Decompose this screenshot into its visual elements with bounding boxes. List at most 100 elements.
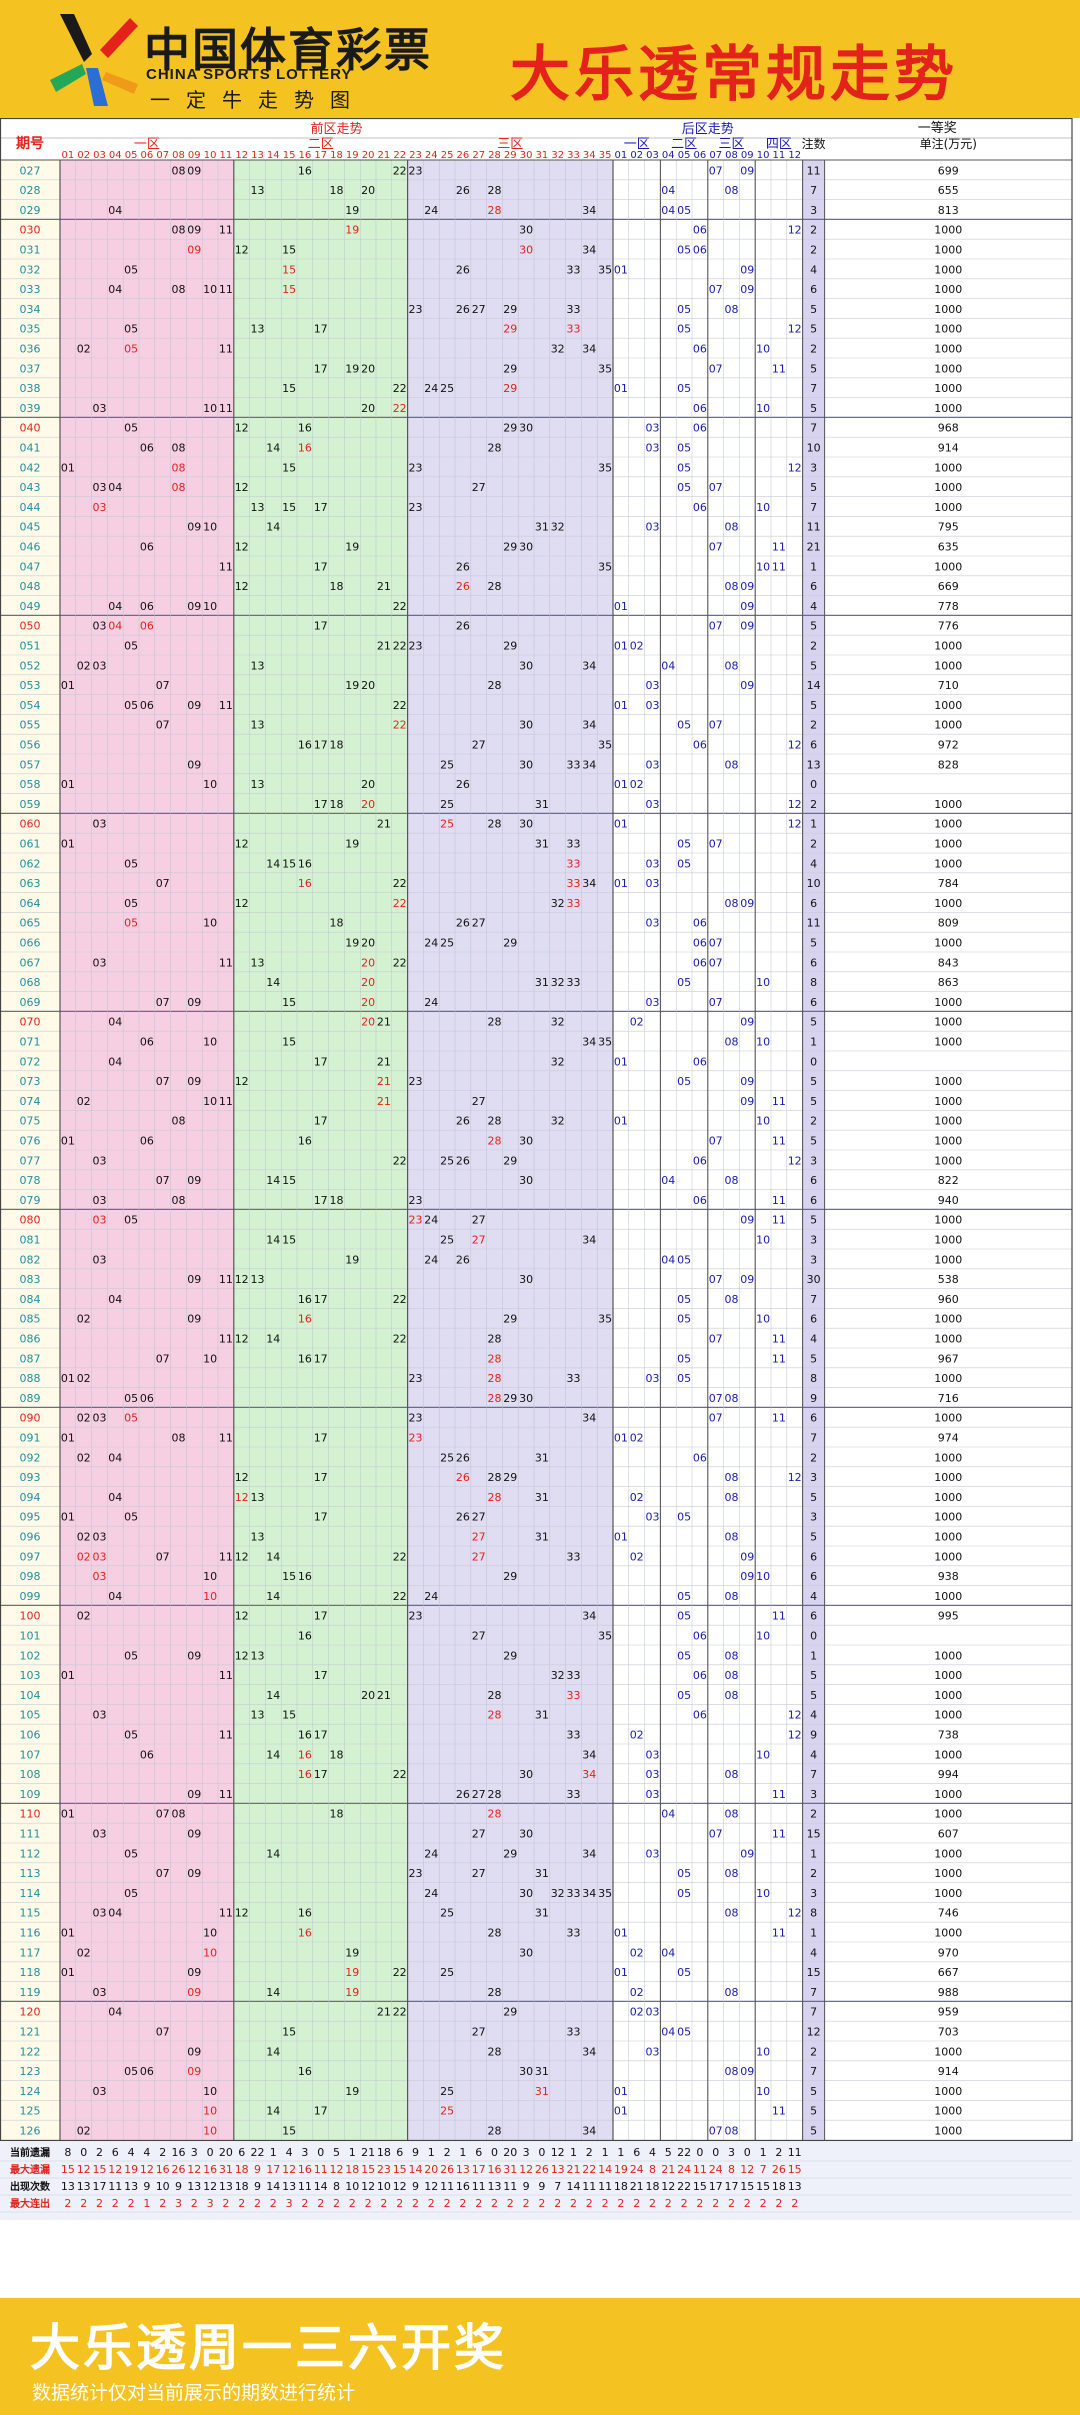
prize-count: 5 — [810, 699, 817, 712]
front-ball: 03 — [93, 1214, 107, 1227]
front-ball: 07 — [156, 1808, 170, 1821]
stat-front-value: 9 — [254, 2163, 261, 2176]
back-ball: 08 — [725, 1768, 739, 1781]
front-ball: 03 — [93, 818, 107, 831]
stat-back-value: 18 — [772, 2180, 786, 2193]
back-ball: 09 — [740, 283, 754, 296]
stat-label: 出现次数 — [10, 2180, 51, 2193]
front-ball: 12 — [235, 1907, 249, 1920]
stat-front-value: 13 — [77, 2180, 91, 2193]
front-ball: 27 — [472, 1788, 486, 1801]
front-ball: 22 — [393, 1966, 407, 1979]
front-ball: 08 — [172, 224, 186, 237]
back-number-header: 01 — [615, 150, 628, 161]
front-ball: 19 — [345, 362, 359, 375]
issue-number: 050 — [20, 620, 41, 633]
stat-front-value: 12 — [282, 2163, 296, 2176]
front-ball: 25 — [440, 936, 454, 949]
front-ball: 35 — [598, 362, 612, 375]
prize-amount: 716 — [938, 1392, 959, 1405]
prize-count: 5 — [810, 2105, 817, 2118]
back-ball: 12 — [788, 1709, 802, 1722]
front-ball: 05 — [124, 1412, 138, 1425]
front-ball: 03 — [93, 1530, 107, 1543]
prize-amount: 1000 — [934, 1095, 962, 1108]
front-number-header: 32 — [551, 150, 564, 161]
front-ball: 12 — [235, 243, 249, 256]
prize-amount: 1000 — [934, 1233, 962, 1246]
front-ball: 14 — [266, 1550, 280, 1563]
issue-number: 062 — [20, 857, 41, 870]
stat-back-value: 2 — [649, 2197, 656, 2210]
stat-front-value: 8 — [64, 2146, 71, 2159]
prize-amount: 1000 — [934, 1332, 962, 1345]
front-ball: 34 — [582, 877, 596, 890]
front-ball: 18 — [330, 1194, 344, 1207]
stat-back-value: 15 — [693, 2180, 707, 2193]
prize-amount: 1000 — [934, 1214, 962, 1227]
prize-amount: 1000 — [934, 2105, 962, 2118]
front-ball: 27 — [472, 1530, 486, 1543]
front-ball: 05 — [124, 917, 138, 930]
prize-count: 2 — [810, 719, 817, 732]
stat-back-value: 26 — [772, 2163, 786, 2176]
front-ball: 12 — [235, 1550, 249, 1563]
prize-count: 5 — [810, 481, 817, 494]
front-ball: 07 — [156, 1075, 170, 1088]
front-ball: 08 — [172, 164, 186, 177]
front-ball: 16 — [298, 164, 312, 177]
stat-front-value: 2 — [191, 2197, 198, 2210]
front-ball: 22 — [393, 600, 407, 613]
issue-number: 043 — [20, 481, 41, 494]
issue-number: 031 — [20, 243, 41, 256]
prize-amount: 974 — [938, 1431, 959, 1444]
front-ball: 33 — [567, 837, 581, 850]
back-ball: 01 — [614, 1926, 628, 1939]
prize-count: 4 — [810, 1590, 817, 1603]
front-ball: 16 — [298, 1629, 312, 1642]
stat-front-value: 9 — [254, 2180, 261, 2193]
front-ball: 33 — [567, 1550, 581, 1563]
stat-front-value: 6 — [238, 2146, 245, 2159]
back-ball: 07 — [709, 362, 723, 375]
front-ball: 02 — [77, 1946, 91, 1959]
front-ball: 26 — [456, 620, 470, 633]
back-ball: 04 — [661, 1946, 675, 1959]
prize-count: 2 — [810, 342, 817, 355]
front-ball: 13 — [251, 1709, 265, 1722]
front-ball: 21 — [377, 818, 391, 831]
front-ball: 26 — [456, 1511, 470, 1524]
issue-number: 053 — [20, 679, 41, 692]
stat-back-value: 2 — [744, 2197, 751, 2210]
front-ball: 05 — [124, 263, 138, 276]
front-ball: 22 — [393, 2006, 407, 2019]
stat-front-value: 9 — [412, 2146, 419, 2159]
issue-number: 117 — [20, 1946, 41, 1959]
front-ball: 11 — [219, 1788, 233, 1801]
back-ball: 07 — [709, 996, 723, 1009]
front-ball: 21 — [377, 1689, 391, 1702]
front-number-header: 26 — [457, 150, 470, 161]
issue-number: 071 — [20, 1035, 41, 1048]
stat-front-value: 14 — [314, 2180, 328, 2193]
front-ball: 26 — [456, 1253, 470, 1266]
front-ball: 13 — [251, 1491, 265, 1504]
front-ball: 04 — [108, 1055, 122, 1068]
front-ball: 05 — [124, 897, 138, 910]
back-ball: 02 — [630, 1986, 644, 1999]
front-ball: 10 — [203, 521, 217, 534]
header-bg — [0, 118, 1080, 160]
front-ball: 02 — [77, 1530, 91, 1543]
back-ball: 05 — [677, 243, 691, 256]
stat-front-value: 2 — [159, 2197, 166, 2210]
back-ball: 12 — [788, 1154, 802, 1167]
front-ball: 35 — [598, 461, 612, 474]
front-ball: 06 — [140, 699, 154, 712]
prize-count: 6 — [810, 1570, 817, 1583]
issue-number: 103 — [20, 1669, 41, 1682]
stat-front-value: 16 — [203, 2163, 217, 2176]
stat-back-value: 18 — [646, 2180, 660, 2193]
prize-amount: 635 — [938, 540, 959, 553]
stat-front-value: 2 — [270, 2197, 277, 2210]
stat-back-value: 1 — [617, 2146, 624, 2159]
